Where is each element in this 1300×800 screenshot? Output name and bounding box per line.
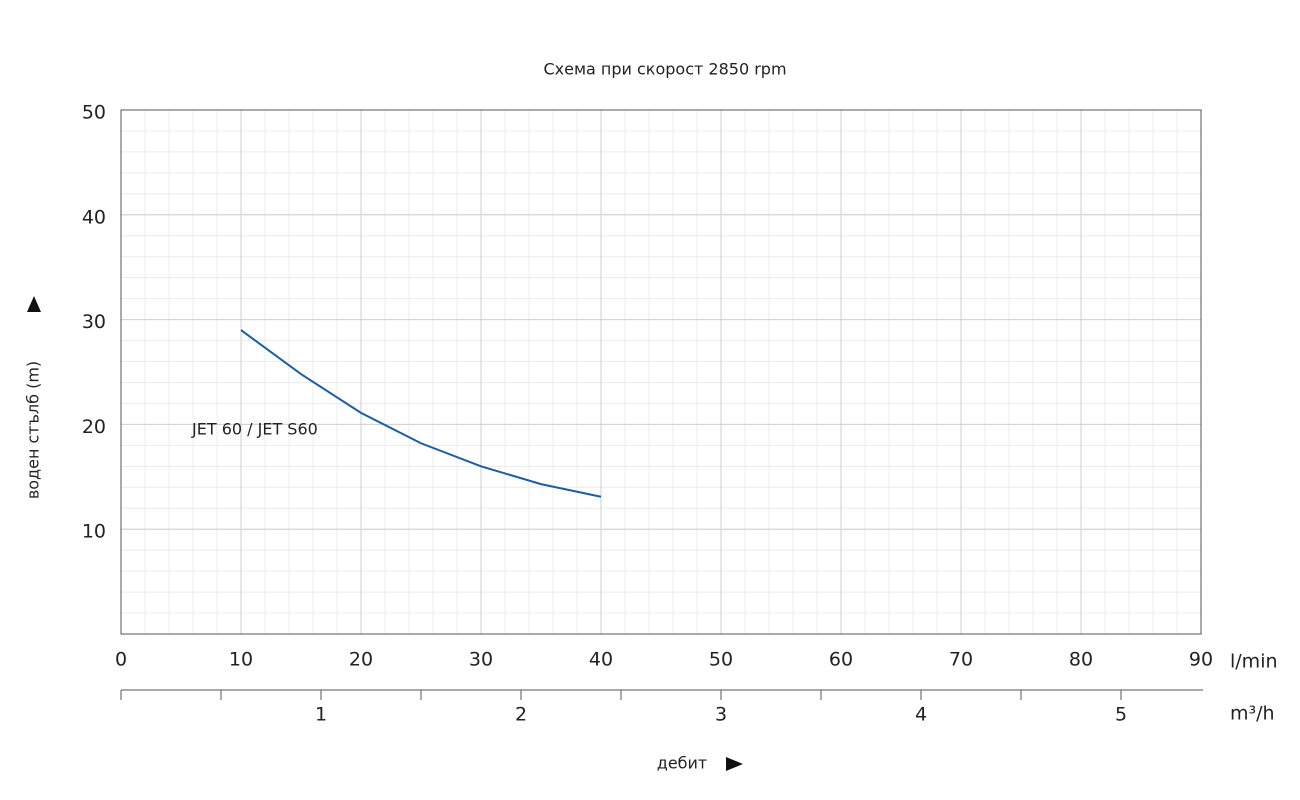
y-tick-label: 50: [82, 102, 106, 124]
y-tick-label: 40: [82, 206, 106, 228]
x2-tick-label: 1: [315, 704, 327, 726]
x-tick-label: 10: [229, 649, 253, 671]
x-tick-label: 60: [829, 649, 853, 671]
x-tick-label: 30: [469, 649, 493, 671]
x2-tick-label: 2: [515, 704, 527, 726]
y-tick-label: 20: [82, 416, 106, 438]
x-tick-label: 20: [349, 649, 373, 671]
plot-frame: [120, 109, 1202, 635]
x-unit: l/min: [1230, 651, 1278, 673]
y-arrow: [27, 296, 41, 312]
x-tick-label: 40: [589, 649, 613, 671]
curve: [240, 329, 602, 498]
chart-title: Схема при скорост 2850 rpm: [543, 60, 786, 79]
x-tick-label: 50: [709, 649, 733, 671]
x-tick-label: 0: [115, 649, 127, 671]
x-arrow: [726, 757, 743, 771]
y-tick-label: 30: [82, 311, 106, 333]
y-tick-label: 10: [82, 521, 106, 543]
x2-tick-label: 5: [1115, 704, 1127, 726]
x-axis-label: дебит: [657, 754, 708, 773]
x2-tick-label: 3: [715, 704, 727, 726]
x-tick-label: 80: [1069, 649, 1093, 671]
x2-unit: m³/h: [1230, 703, 1275, 725]
x-tick-label: 90: [1189, 649, 1213, 671]
y-axis-label: воден стълб (m): [24, 361, 43, 499]
x2-tick-label: 4: [915, 704, 927, 726]
x-tick-label: 70: [949, 649, 973, 671]
curve-label: JET 60 / JET S60: [191, 420, 318, 439]
